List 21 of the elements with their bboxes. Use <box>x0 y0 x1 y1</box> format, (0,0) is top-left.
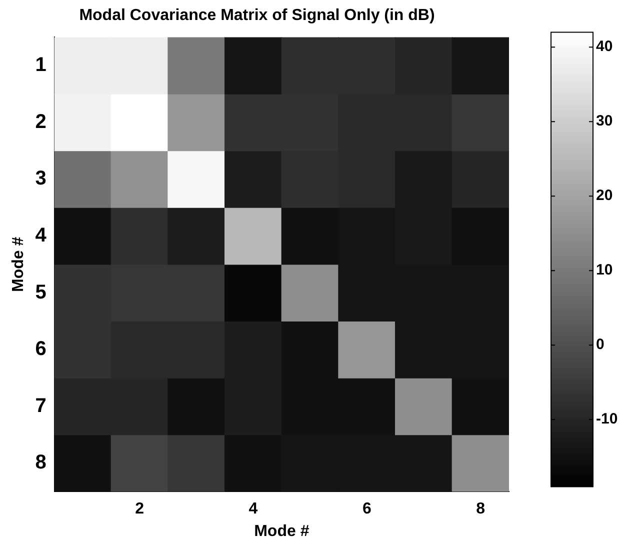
color-bar-label: 30 <box>596 112 613 130</box>
color-bar-label: 20 <box>596 187 613 204</box>
y-tick-label: 8 <box>35 452 46 474</box>
chart-title: Modal Covariance Matrix of Signal Only (in dB) <box>79 7 435 24</box>
y-tick-label: 3 <box>35 168 46 190</box>
y-tick-label: 1 <box>35 54 46 76</box>
x-tick-label: 6 <box>362 500 372 518</box>
color-bar-label: 0 <box>596 336 604 354</box>
color-bar-label: 40 <box>596 38 613 56</box>
y-tick-label: 5 <box>35 281 46 304</box>
x-tick-label: 4 <box>248 500 258 518</box>
x-tick-label: 2 <box>135 500 144 518</box>
x-axis-title: Mode # <box>254 522 310 540</box>
y-tick-label: 7 <box>35 394 46 417</box>
y-tick-label: 2 <box>35 110 46 133</box>
y-tick-label: 4 <box>35 224 48 247</box>
y-tick-label: 6 <box>35 338 46 360</box>
color-bar-label: -10 <box>596 410 618 428</box>
x-tick-label: 8 <box>476 500 486 518</box>
color-bar-label: 10 <box>596 262 613 279</box>
y-axis-title: Mode # <box>10 236 28 292</box>
